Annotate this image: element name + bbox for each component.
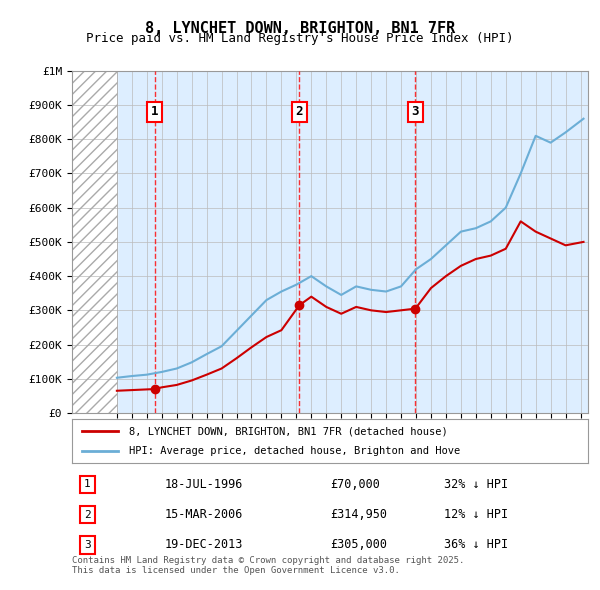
Text: 1: 1 — [84, 480, 91, 489]
Text: £305,000: £305,000 — [330, 538, 387, 551]
Text: 18-JUL-1996: 18-JUL-1996 — [165, 478, 243, 491]
Text: 32% ↓ HPI: 32% ↓ HPI — [443, 478, 508, 491]
Text: HPI: Average price, detached house, Brighton and Hove: HPI: Average price, detached house, Brig… — [129, 446, 460, 455]
Text: 2: 2 — [84, 510, 91, 520]
Text: Price paid vs. HM Land Registry's House Price Index (HPI): Price paid vs. HM Land Registry's House … — [86, 32, 514, 45]
Text: 1: 1 — [151, 106, 158, 119]
Bar — [72, 71, 117, 413]
Text: 8, LYNCHET DOWN, BRIGHTON, BN1 7FR (detached house): 8, LYNCHET DOWN, BRIGHTON, BN1 7FR (deta… — [129, 427, 448, 436]
Bar — [72, 71, 117, 413]
Text: £70,000: £70,000 — [330, 478, 380, 491]
Text: £314,950: £314,950 — [330, 508, 387, 521]
Text: 15-MAR-2006: 15-MAR-2006 — [165, 508, 243, 521]
Text: 3: 3 — [412, 106, 419, 119]
Text: Contains HM Land Registry data © Crown copyright and database right 2025.
This d: Contains HM Land Registry data © Crown c… — [72, 556, 464, 575]
Text: 12% ↓ HPI: 12% ↓ HPI — [443, 508, 508, 521]
Text: 3: 3 — [84, 540, 91, 550]
Text: 19-DEC-2013: 19-DEC-2013 — [165, 538, 243, 551]
Text: 36% ↓ HPI: 36% ↓ HPI — [443, 538, 508, 551]
Text: 2: 2 — [296, 106, 303, 119]
Text: 8, LYNCHET DOWN, BRIGHTON, BN1 7FR: 8, LYNCHET DOWN, BRIGHTON, BN1 7FR — [145, 21, 455, 35]
